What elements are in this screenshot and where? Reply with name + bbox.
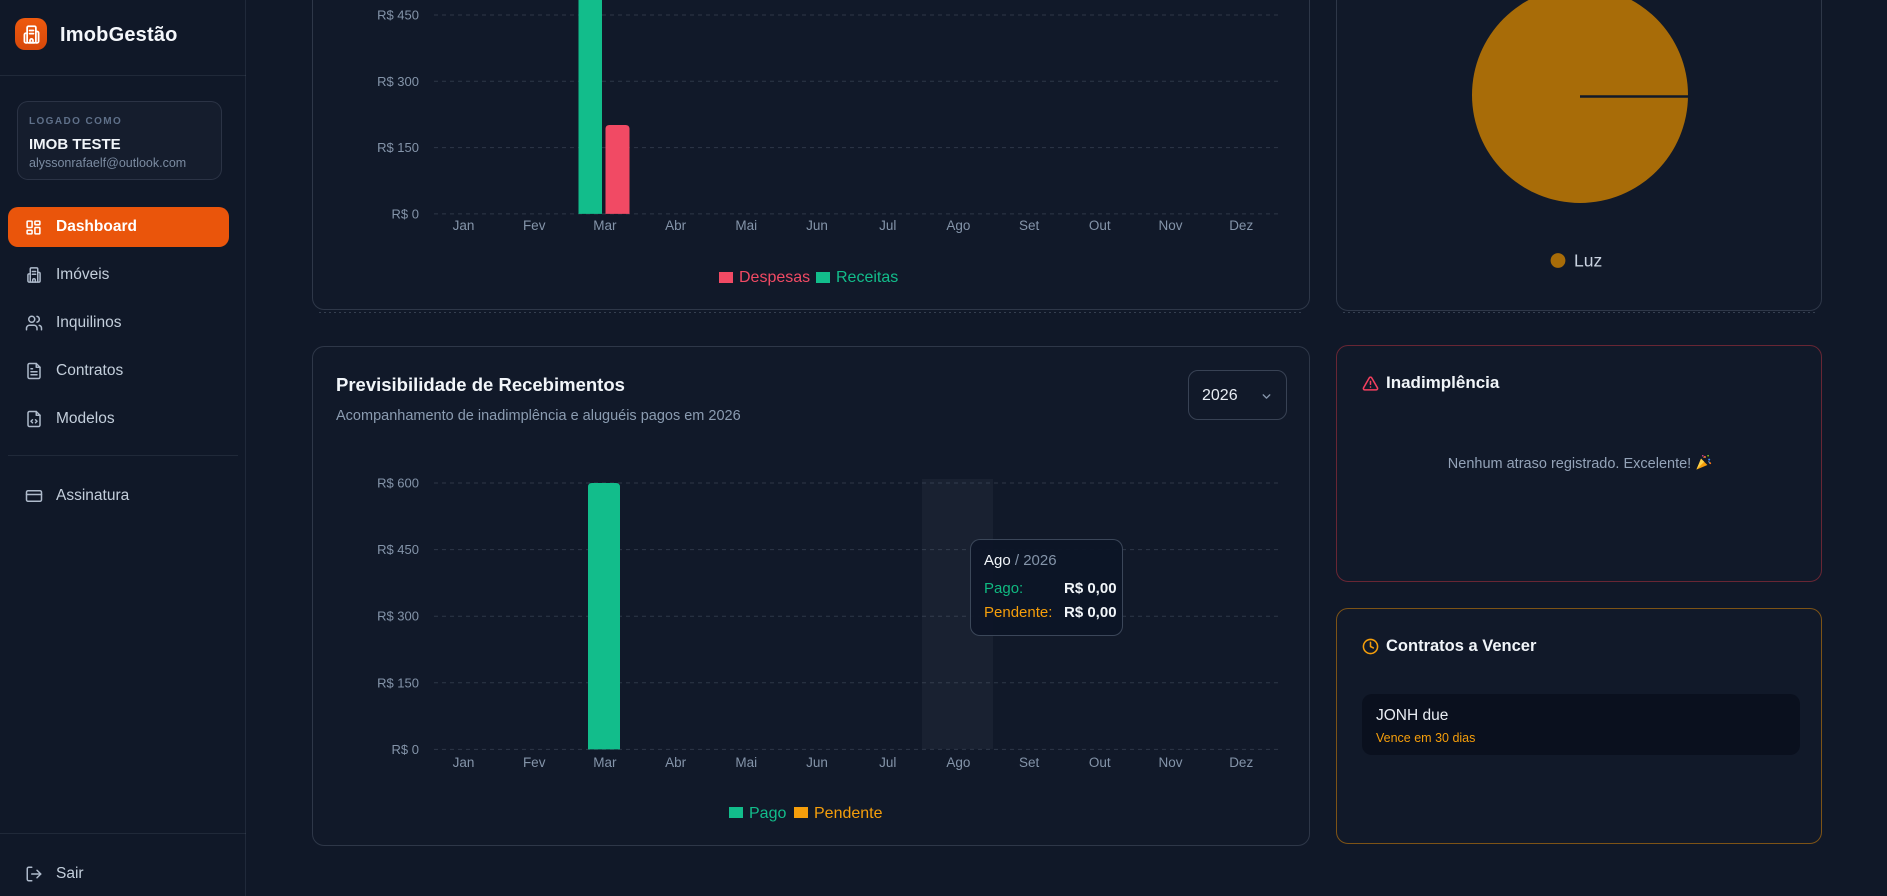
svg-text:R$ 0: R$ 0 [392, 742, 419, 757]
svg-text:Pendente: Pendente [814, 805, 883, 822]
svg-text:Jun: Jun [806, 755, 828, 770]
svg-text:Pago: Pago [749, 805, 786, 822]
svg-text:Jun: Jun [806, 218, 828, 233]
svg-text:Nov: Nov [1158, 755, 1182, 770]
svg-text:Dez: Dez [1229, 218, 1253, 233]
svg-text:R$ 150: R$ 150 [377, 675, 419, 690]
svg-text:Ago: Ago [946, 755, 970, 770]
svg-text:Set: Set [1019, 755, 1040, 770]
svg-text:R$ 300: R$ 300 [377, 74, 419, 89]
svg-text:Nov: Nov [1158, 218, 1182, 233]
svg-text:Jan: Jan [453, 218, 475, 233]
svg-text:Receitas: Receitas [836, 269, 898, 286]
svg-text:Mai: Mai [735, 218, 757, 233]
svg-text:Mar: Mar [593, 218, 617, 233]
svg-text:Dez: Dez [1229, 755, 1253, 770]
svg-text:Jan: Jan [453, 755, 475, 770]
svg-text:R$ 300: R$ 300 [377, 609, 419, 624]
svg-text:R$ 600: R$ 600 [377, 476, 419, 491]
svg-text:Out: Out [1089, 755, 1111, 770]
svg-text:R$ 450: R$ 450 [377, 8, 419, 23]
svg-text:R$ 150: R$ 150 [377, 140, 419, 155]
svg-text:Ago: Ago [946, 218, 970, 233]
svg-text:Fev: Fev [523, 755, 546, 770]
svg-text:Mai: Mai [735, 755, 757, 770]
svg-text:Luz: Luz [1574, 251, 1602, 271]
svg-text:Jul: Jul [879, 218, 896, 233]
svg-text:Set: Set [1019, 218, 1040, 233]
svg-text:Abr: Abr [665, 755, 687, 770]
svg-text:Jul: Jul [879, 755, 896, 770]
svg-text:Despesas: Despesas [739, 269, 810, 286]
svg-text:Fev: Fev [523, 218, 546, 233]
svg-text:Abr: Abr [665, 218, 687, 233]
svg-text:Mar: Mar [593, 755, 617, 770]
svg-text:Out: Out [1089, 218, 1111, 233]
svg-text:R$ 450: R$ 450 [377, 542, 419, 557]
svg-text:R$ 0: R$ 0 [392, 206, 419, 221]
